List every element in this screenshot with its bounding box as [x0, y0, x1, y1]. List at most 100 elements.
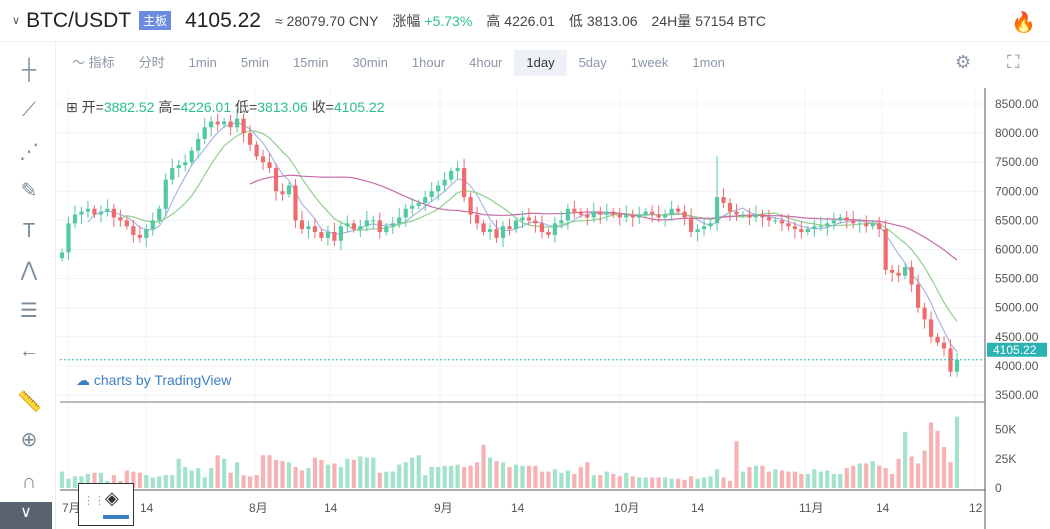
forecast-icon[interactable]: ☰ — [20, 300, 38, 322]
collapse-toolbar-button[interactable]: ∨ — [0, 502, 52, 529]
color-fill-panel[interactable]: ⋮⋮ ◈ — [78, 483, 134, 526]
volume-bar — [559, 472, 564, 488]
interval-1hour[interactable]: 1hour — [411, 55, 446, 70]
zoom-in-icon[interactable]: ⊕ — [20, 429, 38, 451]
back-arrow-icon[interactable]: ← — [19, 340, 39, 362]
candle-body — [870, 223, 875, 227]
candle-body — [714, 197, 720, 224]
candle-body — [176, 165, 181, 169]
interval-1mon[interactable]: 1mon — [692, 55, 725, 70]
open-value: 3882.52 — [103, 99, 155, 115]
text-tool-icon[interactable]: T — [22, 220, 36, 242]
candle-body — [578, 211, 583, 215]
trend-line-icon[interactable]: ⟋ — [22, 99, 36, 121]
candle-body — [559, 220, 564, 224]
paint-bucket-icon[interactable]: ◈ — [105, 488, 119, 508]
candle-body — [682, 211, 687, 218]
pattern-icon[interactable]: ⋀ — [20, 259, 38, 281]
ohlc-legend: ⊞ 开=3882.52 高=4226.01 低=3813.06 收=4105.2… — [66, 97, 384, 117]
fullscreen-icon[interactable]: ⛶ — [1007, 52, 1020, 72]
date-tick-label: 14 — [691, 501, 705, 515]
candle-body — [364, 220, 369, 227]
candle-body — [604, 211, 609, 215]
date-tick-label: 12 — [969, 501, 983, 515]
tradingview-watermark[interactable]: ☁ charts by TradingView — [76, 372, 231, 389]
drag-handle-icon[interactable]: ⋮⋮ — [83, 495, 105, 507]
volume-bar — [637, 477, 642, 488]
interval-1min[interactable]: 1min — [188, 55, 217, 70]
candle-body — [526, 217, 532, 221]
volume-bar — [688, 476, 694, 488]
volume-bar — [812, 469, 817, 488]
volume-bar — [935, 430, 940, 488]
candle-body — [909, 266, 914, 285]
ruler-icon[interactable]: 📏 — [17, 391, 42, 413]
volume-bar — [708, 476, 713, 488]
candle-body — [273, 168, 279, 192]
candle-body — [442, 179, 447, 186]
volume-bar — [578, 466, 583, 488]
candle-body — [877, 223, 882, 230]
volume-bar — [656, 477, 661, 488]
indicator-icon: 〜 — [72, 55, 89, 70]
candle-body — [196, 138, 201, 151]
volume-bar — [137, 472, 142, 488]
crosshair-icon[interactable]: ┼ — [21, 59, 37, 81]
volume-bar — [630, 476, 635, 488]
interval-1day[interactable]: 1day — [514, 50, 567, 76]
chevron-down-icon[interactable]: ∨ — [12, 15, 21, 27]
settings-gear-icon[interactable]: ⚙ — [955, 52, 972, 72]
interval-fenshi[interactable]: 分时 — [138, 55, 165, 70]
volume-bar — [520, 465, 525, 488]
low-label: 低= — [235, 99, 258, 115]
current-price-tag — [987, 342, 1047, 357]
volume-tick-label: 50K — [995, 423, 1016, 437]
volume-bar — [721, 477, 726, 488]
candle-body — [72, 214, 78, 224]
pair-name[interactable]: BTC/USDT — [26, 8, 132, 32]
volume-bar — [481, 444, 486, 488]
expand-icon[interactable]: ⊞ — [66, 99, 78, 115]
candle-body — [254, 144, 259, 157]
interval-5day[interactable]: 5day — [578, 55, 607, 70]
interval-30min[interactable]: 30min — [352, 55, 388, 70]
candle-body — [935, 336, 940, 343]
candle-body — [890, 269, 895, 273]
volume-bar — [183, 466, 188, 488]
volume-bar — [779, 470, 784, 488]
candle-body — [98, 211, 104, 215]
interval-4hour[interactable]: 4hour — [469, 55, 503, 70]
candle-body — [688, 217, 694, 233]
volume-bar — [857, 463, 862, 488]
candle-body — [598, 211, 603, 215]
volume-bar — [189, 470, 194, 488]
volume-bar — [682, 479, 687, 488]
fib-lines-icon[interactable]: ⋰ — [19, 141, 39, 163]
interval-5min[interactable]: 5min — [240, 55, 270, 70]
interval-1week[interactable]: 1week — [630, 55, 669, 70]
volume-bar — [410, 457, 415, 488]
volume-bar — [319, 459, 324, 488]
volume-bar — [948, 462, 953, 488]
candle-body — [656, 214, 661, 218]
candle-body — [773, 220, 778, 222]
volume-bar — [247, 476, 253, 488]
magnet-icon[interactable]: ∩ — [21, 471, 37, 493]
brush-icon[interactable]: ✎ — [20, 180, 38, 202]
candle-body — [844, 217, 849, 221]
candle-body — [286, 185, 292, 195]
volume-bar — [604, 471, 609, 488]
candle-body — [170, 168, 175, 180]
volume-bar — [163, 475, 168, 488]
candle-body — [941, 342, 947, 349]
interval-15min[interactable]: 15min — [293, 55, 329, 70]
date-tick-label: 7月 — [62, 501, 81, 515]
indicator-button[interactable]: 〜 指标 — [60, 50, 127, 76]
volume-bar — [280, 461, 285, 488]
volume-bar — [423, 475, 428, 488]
candle-body — [617, 214, 622, 218]
volume-bar — [585, 462, 590, 488]
candle-body — [740, 214, 746, 216]
candle-body — [928, 319, 934, 337]
